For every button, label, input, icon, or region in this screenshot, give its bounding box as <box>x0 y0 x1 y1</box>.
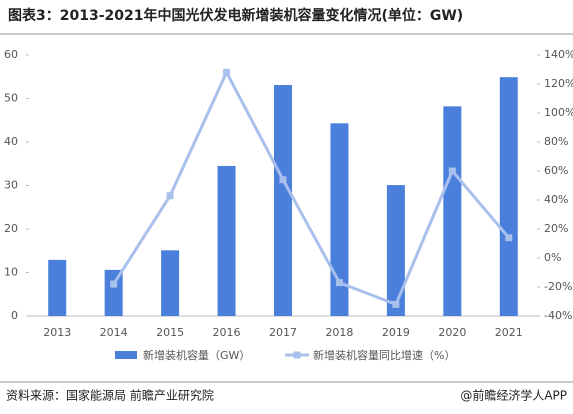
line-marker <box>223 68 231 76</box>
y2-tick-label: 100% <box>544 106 573 119</box>
x-tick-label: 2017 <box>269 326 297 339</box>
y-tick-label: 60 <box>4 48 18 61</box>
bar <box>330 123 349 316</box>
y-tick-label: 30 <box>4 179 18 192</box>
y-tick-label: 50 <box>4 92 18 105</box>
line-marker <box>505 234 513 242</box>
bar <box>161 250 180 316</box>
y2-tick-label: 60% <box>544 164 568 177</box>
line-marker <box>110 280 118 288</box>
y2-tick-label: 20% <box>544 222 568 235</box>
line <box>112 69 510 307</box>
line-marker <box>335 279 343 287</box>
y2-tick-label: 0% <box>544 251 561 264</box>
bar <box>499 77 518 316</box>
legend-swatch <box>115 351 137 359</box>
bar <box>274 85 292 316</box>
legend-swatch <box>293 351 301 359</box>
y-tick-label: 20 <box>4 222 18 235</box>
y-tick-label: 10 <box>4 266 18 279</box>
y2-tick-label: 140% <box>544 48 573 61</box>
x-tick-label: 2014 <box>100 326 128 339</box>
x-tick-label: 2021 <box>495 326 523 339</box>
y-tick-label: 0 <box>11 309 18 322</box>
x-tick-label: 2020 <box>438 326 466 339</box>
bar <box>443 106 462 316</box>
line-marker <box>448 167 456 175</box>
y2-tick-label: 40% <box>544 193 568 206</box>
source: 资料来源：国家能源局 前瞻产业研究院 <box>6 388 214 403</box>
credit: @前瞻经济学人APP <box>460 388 567 403</box>
bar <box>104 269 123 316</box>
y2-tick-label: -40% <box>544 309 572 322</box>
line-marker <box>279 176 287 184</box>
chart-title: 图表3：2013-2021年中国光伏发电新增装机容量变化情况(单位：GW) <box>8 7 463 24</box>
bar <box>48 259 67 316</box>
y2-tick-label: 80% <box>544 135 568 148</box>
x-tick-label: 2013 <box>43 326 71 339</box>
x-tick-label: 2016 <box>213 326 241 339</box>
legend-label: 新增装机容量同比增速（%） <box>313 348 455 362</box>
legend-label: 新增装机容量（GW） <box>143 348 250 362</box>
x-tick-label: 2018 <box>325 326 353 339</box>
line-marker <box>166 192 174 200</box>
bar <box>386 185 405 316</box>
y-tick-label: 40 <box>4 135 18 148</box>
y2-tick-label: -20% <box>544 280 572 293</box>
x-tick-label: 2015 <box>156 326 184 339</box>
bar <box>217 165 236 316</box>
y2-tick-label: 120% <box>544 77 573 90</box>
line-marker <box>392 300 400 308</box>
x-tick-label: 2019 <box>382 326 410 339</box>
